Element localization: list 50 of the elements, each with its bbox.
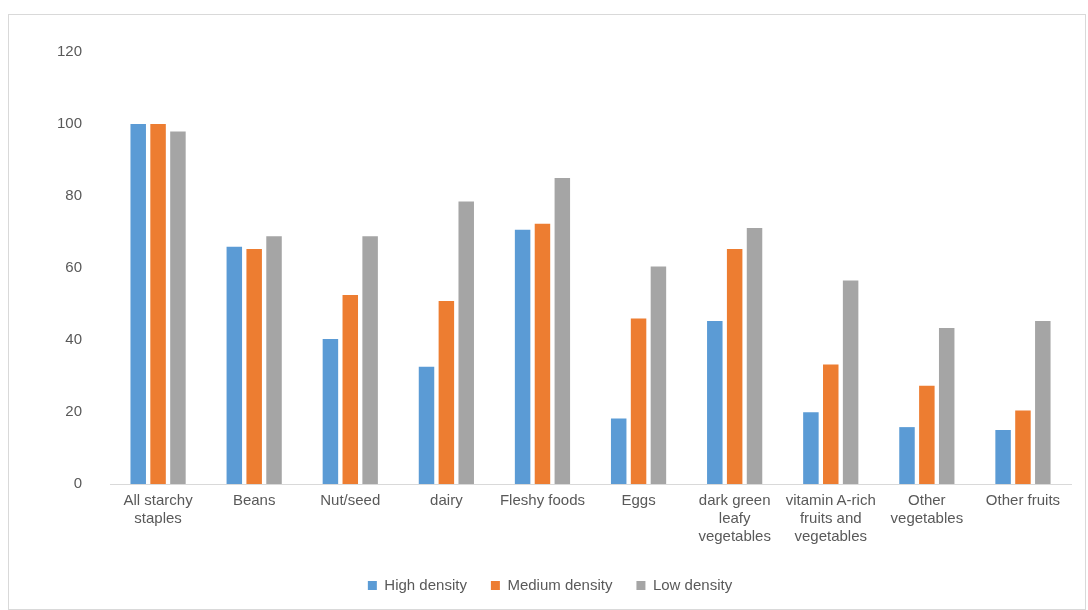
- x-tick-label: Eggs: [621, 491, 656, 509]
- x-tick-label: Other fruits: [985, 491, 1061, 509]
- bar: [919, 385, 935, 484]
- bar: [246, 248, 262, 484]
- bar: [534, 223, 551, 484]
- bar: [438, 301, 455, 484]
- x-tick-label: dark green leafy vegetables: [698, 491, 771, 545]
- x-tick-label: Nut/seed: [320, 491, 381, 509]
- bar: [823, 364, 839, 484]
- x-tick-label: All starchy staples: [123, 491, 194, 527]
- bar: [842, 280, 859, 484]
- x-tick-label: dairy: [430, 491, 464, 509]
- bar: [554, 178, 571, 484]
- legend-label: Low density: [652, 575, 733, 593]
- y-tick-label: 100: [57, 114, 83, 132]
- y-tick-label: 0: [73, 474, 83, 492]
- bar: [170, 131, 186, 484]
- bar: [322, 338, 339, 484]
- bar: [938, 328, 955, 484]
- bar: [266, 236, 282, 484]
- bar: [362, 236, 378, 484]
- x-tick-label: Fleshy foods: [499, 491, 585, 509]
- bar: [226, 246, 243, 484]
- bar: [803, 412, 819, 484]
- x-tick-label: vitamin A-rich fruits and vegetables: [785, 491, 876, 545]
- x-tick-label: Other vegetables: [890, 491, 964, 527]
- legend-label: High density: [384, 575, 468, 593]
- bar: [458, 201, 474, 484]
- y-tick-label: 120: [57, 42, 83, 60]
- y-tick-label: 40: [65, 330, 83, 348]
- bar: [150, 124, 166, 484]
- bar: [746, 228, 763, 484]
- bar: [650, 266, 667, 484]
- y-tick-label: 80: [65, 186, 83, 204]
- y-tick-label: 60: [65, 258, 83, 276]
- x-tick-label: Beans: [232, 491, 276, 509]
- bar: [1015, 410, 1031, 484]
- y-tick-label: 20: [65, 402, 83, 420]
- bar: [726, 248, 743, 484]
- bar: [130, 124, 146, 484]
- bar: [610, 418, 627, 484]
- bar: [707, 320, 723, 484]
- bar: [899, 427, 915, 484]
- bar: [342, 295, 359, 484]
- legend-label: Medium density: [507, 575, 613, 593]
- bar: [514, 229, 531, 484]
- bar: [995, 430, 1011, 484]
- bar: [1035, 320, 1051, 484]
- bar: [630, 318, 647, 484]
- bar: [418, 366, 435, 484]
